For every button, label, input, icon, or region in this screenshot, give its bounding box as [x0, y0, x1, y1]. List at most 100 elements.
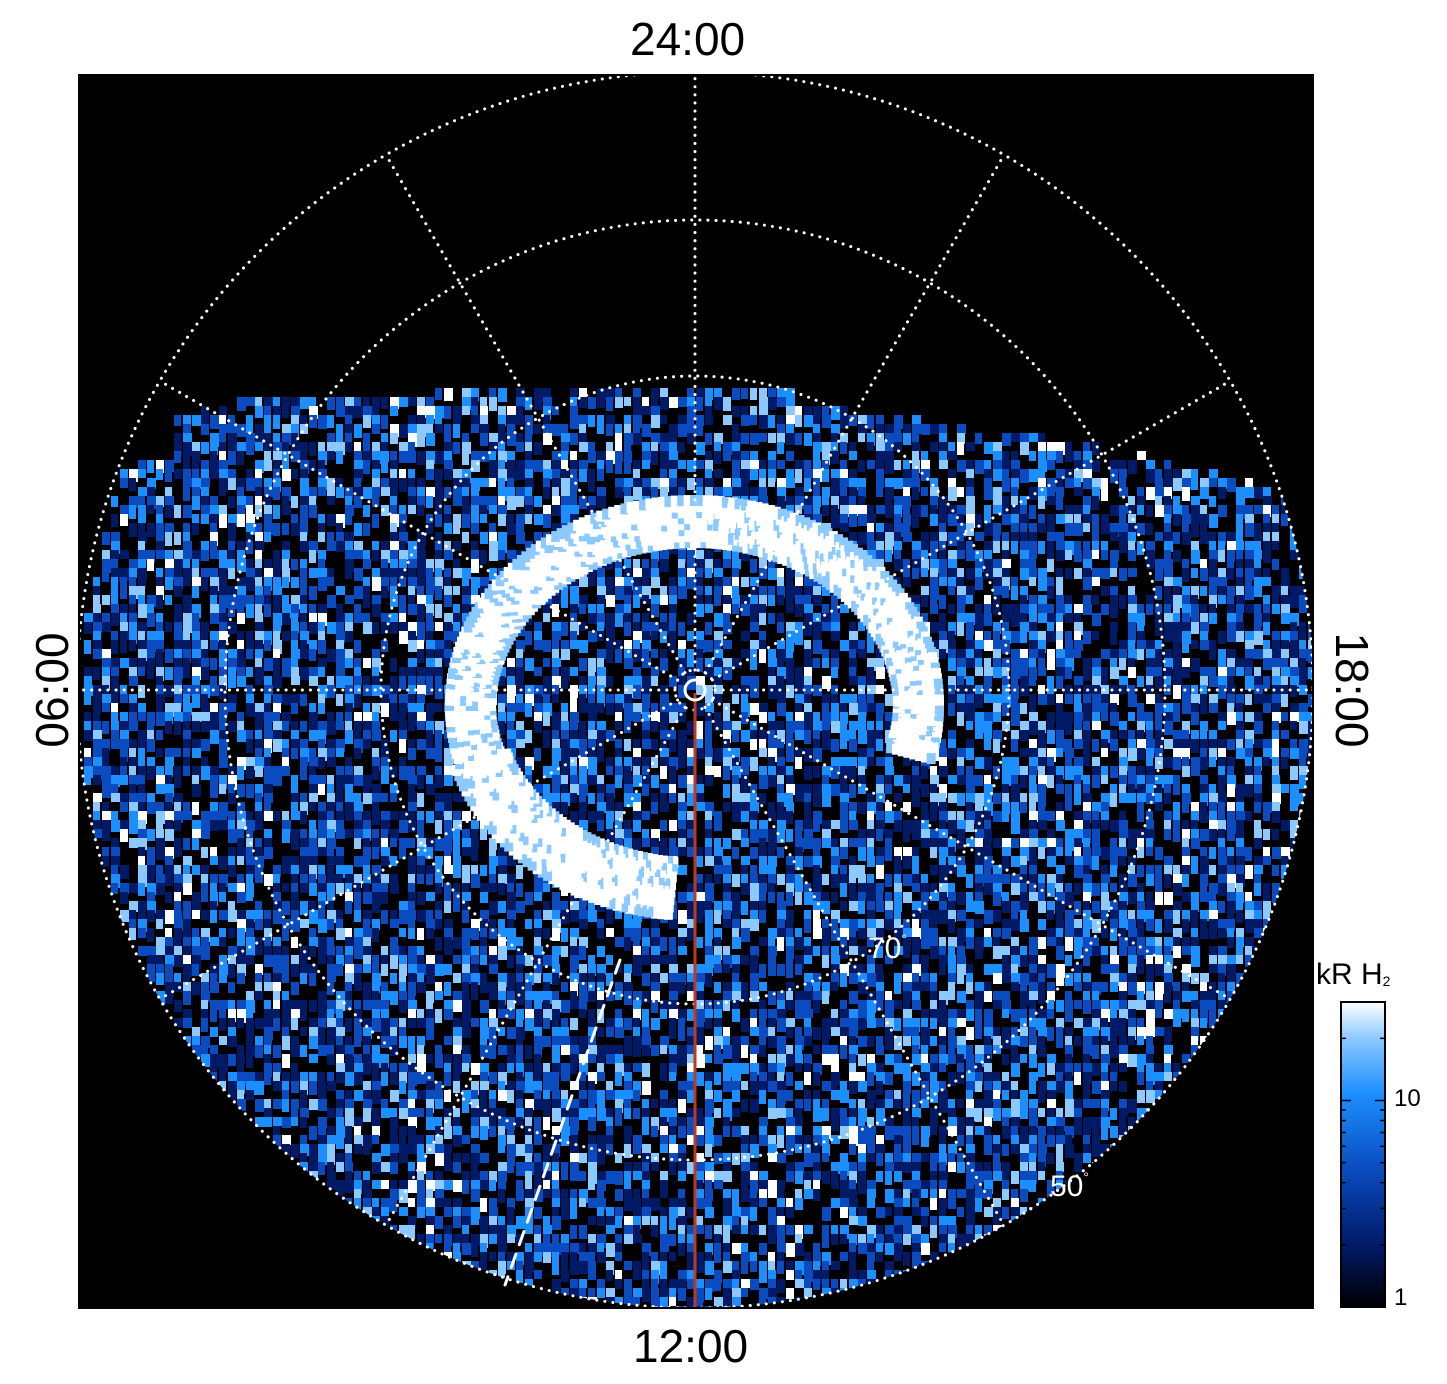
emission-pixel: [192, 622, 200, 636]
emission-pixel: [201, 496, 209, 508]
emission-pixel: [1263, 739, 1272, 752]
emission-pixel: [543, 730, 550, 741]
emission-pixel: [642, 406, 651, 415]
emission-pixel: [903, 514, 911, 526]
emission-pixel: [237, 820, 246, 830]
emission-pixel: [1047, 766, 1056, 775]
emission-pixel: [1182, 847, 1190, 861]
emission-pixel: [129, 622, 137, 635]
emission-pixel: [858, 847, 866, 861]
emission-pixel: [534, 442, 542, 455]
emission-pixel: [138, 595, 145, 608]
emission-pixel: [1218, 838, 1225, 848]
emission-pixel: [993, 532, 1000, 544]
emission-pixel: [705, 559, 713, 573]
emission-pixel: [1272, 712, 1281, 723]
emission-pixel: [1056, 667, 1065, 680]
emission-pixel: [1209, 802, 1217, 814]
emission-pixel: [408, 397, 416, 406]
emission-pixel: [471, 478, 480, 491]
emission-pixel: [687, 433, 696, 444]
emission-pixel: [1011, 433, 1020, 442]
emission-pixel: [255, 757, 264, 768]
emission-pixel: [597, 460, 604, 474]
emission-pixel: [957, 577, 964, 586]
emission-pixel: [1200, 487, 1209, 499]
emission-pixel: [471, 820, 479, 829]
emission-pixel: [291, 739, 300, 748]
emission-pixel: [588, 739, 596, 753]
emission-pixel: [426, 631, 433, 642]
emission-pixel: [1137, 604, 1144, 618]
emission-pixel: [345, 631, 353, 642]
emission-pixel: [327, 856, 336, 865]
emission-pixel: [876, 865, 884, 879]
emission-pixel: [975, 694, 983, 708]
emission-pixel: [1119, 478, 1126, 492]
emission-pixel: [1209, 559, 1217, 573]
emission-pixel: [219, 802, 228, 816]
emission-pixel: [705, 478, 714, 488]
emission-pixel: [1299, 649, 1308, 661]
emission-pixel: [1281, 730, 1289, 739]
emission-pixel: [786, 829, 793, 842]
emission-pixel: [435, 388, 442, 400]
emission-pixel: [588, 793, 595, 804]
emission-pixel: [210, 820, 219, 831]
emission-pixel: [732, 721, 741, 730]
emission-pixel: [264, 802, 271, 811]
emission-pixel: [102, 595, 110, 605]
emission-pixel: [1056, 469, 1065, 479]
emission-pixel: [1002, 550, 1009, 561]
emission-pixel: [1074, 469, 1083, 482]
emission-pixel: [723, 622, 732, 634]
emission-pixel: [687, 397, 695, 409]
emission-pixel: [984, 568, 993, 579]
emission-pixel: [426, 721, 434, 734]
emission-pixel: [336, 721, 344, 730]
emission-pixel: [237, 604, 244, 615]
emission-pixel: [327, 775, 334, 784]
emission-pixel: [525, 766, 532, 775]
emission-pixel: [840, 487, 847, 500]
emission-pixel: [165, 685, 173, 697]
emission-pixel: [966, 739, 974, 750]
emission-pixel: [1146, 667, 1155, 677]
emission-pixel: [192, 478, 201, 489]
emission-pixel: [939, 793, 946, 807]
emission-pixel: [885, 838, 892, 850]
emission-pixel: [354, 523, 362, 536]
emission-pixel: [912, 829, 921, 840]
emission-pixel: [966, 640, 975, 650]
emission-pixel: [1191, 604, 1199, 615]
emission-pixel: [381, 775, 389, 784]
emission-pixel: [1092, 595, 1099, 605]
emission-pixel: [1200, 478, 1209, 489]
emission-pixel: [1218, 748, 1226, 762]
emission-pixel: [174, 865, 181, 877]
emission-pixel: [813, 856, 822, 868]
emission-pixel: [300, 721, 307, 732]
emission-pixel: [1164, 559, 1173, 568]
emission-pixel: [1029, 595, 1037, 609]
emission-pixel: [651, 829, 660, 841]
emission-pixel: [327, 487, 335, 496]
emission-pixel: [768, 433, 776, 443]
emission-pixel: [534, 721, 542, 733]
emission-pixel: [354, 442, 361, 451]
emission-pixel: [1245, 640, 1254, 650]
emission-pixel: [768, 865, 776, 874]
emission-pixel: [1263, 505, 1271, 517]
emission-pixel: [1020, 613, 1027, 623]
emission-pixel: [561, 703, 568, 715]
emission-pixel: [561, 460, 568, 470]
emission-pixel: [165, 577, 173, 590]
emission-pixel: [885, 532, 894, 546]
emission-pixel: [228, 811, 235, 823]
emission-pixel: [183, 730, 191, 743]
emission-pixel: [813, 487, 820, 498]
emission-pixel: [687, 748, 695, 758]
emission-pixel: [192, 658, 201, 669]
emission-pixel: [84, 685, 93, 696]
emission-pixel: [1020, 523, 1027, 536]
